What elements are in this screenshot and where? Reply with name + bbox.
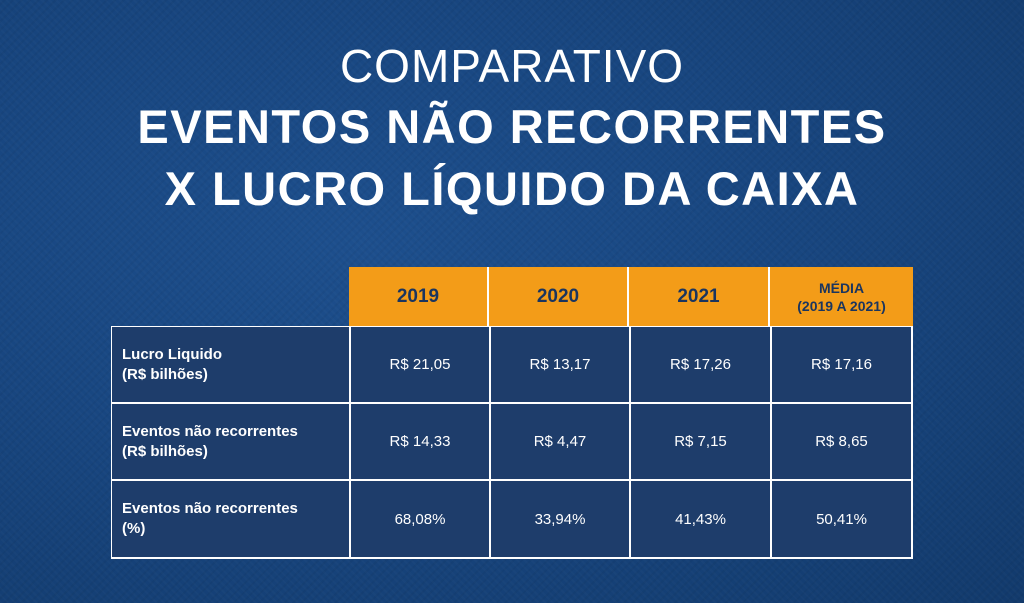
row-3-label-line2: (%): [122, 520, 146, 537]
header-media: MÉDIA (2019 A 2021): [770, 267, 913, 326]
row-2-label-line1: Eventos não recorrentes: [122, 422, 298, 440]
title-lucro-liquido: X LUCRO LÍQUIDO DA CAIXA: [164, 162, 860, 215]
header-2019: 2019: [349, 267, 489, 326]
row-3-label-line1: Eventos não recorrentes: [122, 500, 298, 517]
comparison-table: 2019 2020 2021 MÉDIA (2019 A 2021) Lucro…: [111, 267, 913, 559]
cell-row1-2021: R$ 17,26: [629, 326, 770, 404]
cell-row1-media: R$ 17,16: [770, 326, 913, 404]
title-eventos-nao-recorrentes: EVENTOS NÃO RECORRENTES: [137, 100, 887, 153]
title-comparativo: COMPARATIVO: [339, 40, 685, 92]
header-media-line2: (2019 A 2021): [797, 297, 886, 314]
header-2021-label: 2021: [677, 285, 720, 307]
cell-row2-2019: R$ 14,33: [349, 404, 489, 481]
cell-row3-media: 50,41%: [770, 481, 913, 559]
title-block: COMPARATIVO EVENTOS NÃO RECORRENTES X LU…: [0, 36, 1024, 220]
cell-row2-2021: R$ 7,15: [629, 404, 770, 481]
row-2-label-line2: (R$ bilhões): [122, 442, 208, 460]
cell-row3-2020: 33,94%: [489, 481, 629, 559]
cell-row3-2019: 68,08%: [349, 481, 489, 559]
row-1-label-line2: (R$ bilhões): [122, 365, 208, 383]
header-media-label: MÉDIA (2019 A 2021): [797, 279, 885, 315]
cell-row3-2021: 41,43%: [629, 481, 770, 559]
cell-row1-2020: R$ 13,17: [489, 326, 629, 404]
header-2020-label: 2020: [536, 285, 580, 307]
cell-row2-media: R$ 8,65: [770, 404, 913, 481]
header-2021: 2021: [629, 267, 770, 326]
row-1-label-line1: Lucro Liquido: [122, 345, 222, 363]
cell-row1-2019: R$ 21,05: [349, 326, 489, 404]
row-label-lucro-liquido: Lucro Liquido (R$ bilhões): [111, 326, 349, 404]
header-media-line1: MÉDIA: [818, 279, 865, 296]
row-label-eventos-bilhoes: Eventos não recorrentes (R$ bilhões): [111, 404, 349, 481]
header-2019-label: 2019: [396, 285, 440, 307]
header-2020: 2020: [489, 267, 629, 326]
cell-row2-2020: R$ 4,47: [489, 404, 629, 481]
row-label-eventos-percent: Eventos não recorrentes (%): [111, 481, 349, 559]
